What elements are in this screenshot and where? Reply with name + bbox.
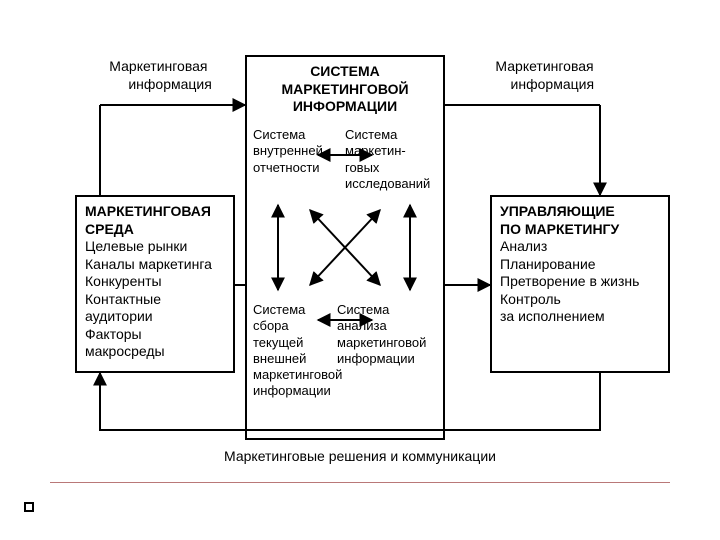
path-bottom-loop (100, 373, 600, 430)
divider-line (50, 482, 670, 483)
diagram-stage: Маркетинговая информация Маркетинговая и… (0, 0, 720, 540)
bullet-marker (24, 502, 34, 512)
arrows-layer (0, 0, 720, 540)
